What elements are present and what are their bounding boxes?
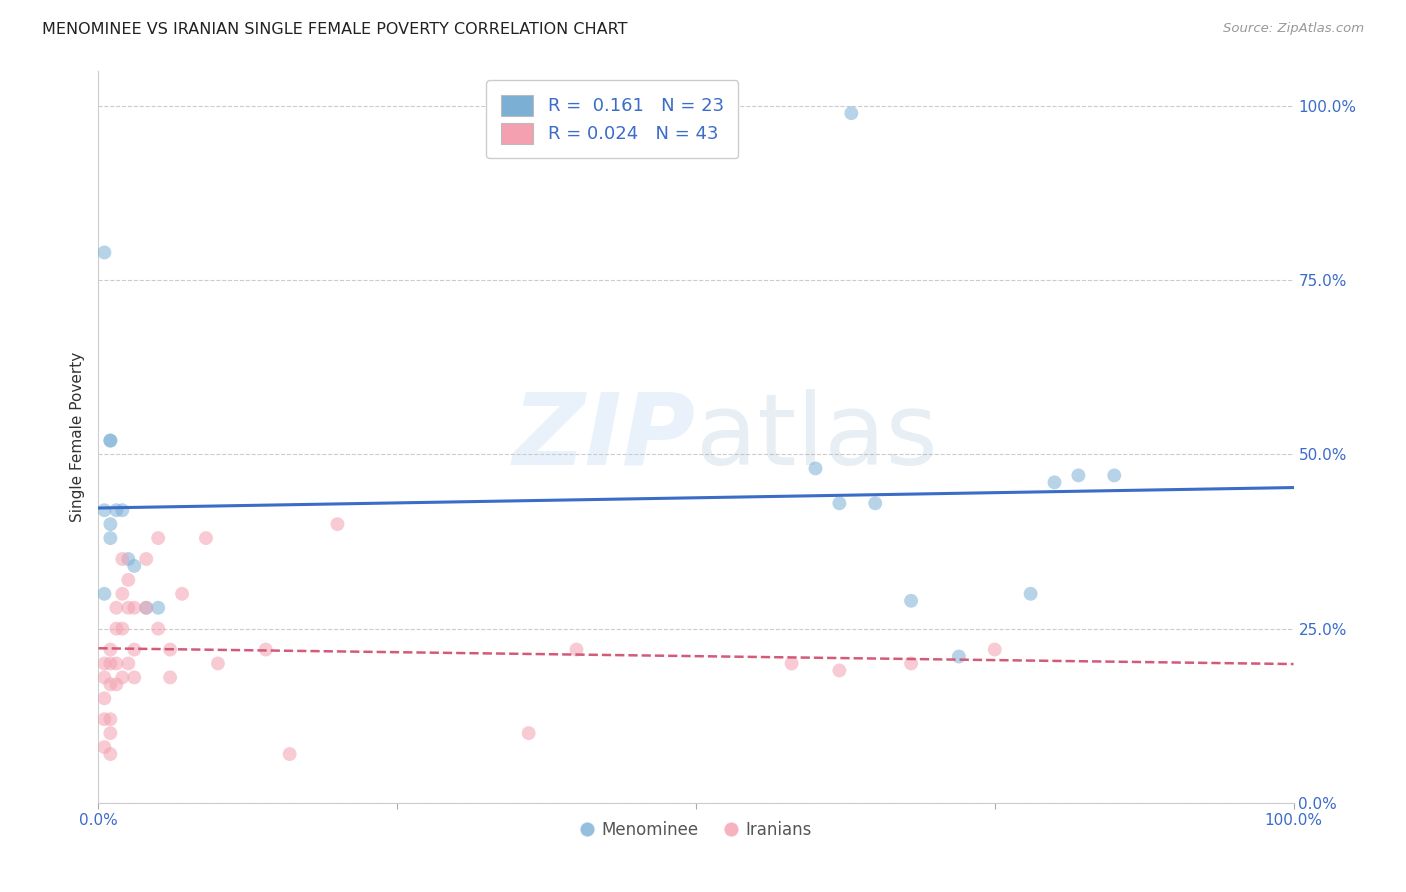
Point: [98, 726, 122, 740]
Point: [93, 712, 115, 726]
Point: [93, 503, 115, 517]
Point: [195, 531, 218, 545]
Point: [124, 670, 146, 684]
Point: [148, 531, 170, 545]
Point: [828, 496, 851, 510]
Point: [254, 642, 277, 657]
Point: [117, 657, 139, 671]
Point: [900, 657, 922, 671]
Point: [865, 496, 887, 510]
Point: [98, 657, 122, 671]
Point: [1067, 468, 1090, 483]
Text: ZIP: ZIP: [513, 389, 696, 485]
Text: MENOMINEE VS IRANIAN SINGLE FEMALE POVERTY CORRELATION CHART: MENOMINEE VS IRANIAN SINGLE FEMALE POVER…: [42, 22, 627, 37]
Point: [111, 503, 134, 517]
Point: [124, 558, 146, 573]
Point: [828, 664, 851, 678]
Point: [98, 531, 122, 545]
Point: [93, 691, 115, 706]
Point: [105, 503, 128, 517]
Point: [93, 587, 115, 601]
Point: [98, 517, 122, 532]
Y-axis label: Single Female Poverty: Single Female Poverty: [69, 352, 84, 522]
Point: [135, 600, 157, 615]
Point: [111, 552, 134, 566]
Text: Source: ZipAtlas.com: Source: ZipAtlas.com: [1223, 22, 1364, 36]
Legend: Menominee, Iranians: Menominee, Iranians: [574, 814, 818, 846]
Point: [172, 587, 194, 601]
Point: [984, 642, 1007, 657]
Point: [105, 657, 128, 671]
Point: [117, 552, 139, 566]
Point: [135, 552, 157, 566]
Point: [278, 747, 301, 761]
Point: [135, 600, 157, 615]
Point: [948, 649, 970, 664]
Point: [841, 106, 863, 120]
Point: [98, 434, 122, 448]
Point: [98, 712, 122, 726]
Point: [900, 594, 922, 608]
Point: [98, 434, 122, 448]
Point: [780, 657, 803, 671]
Point: [124, 600, 146, 615]
Point: [111, 587, 134, 601]
Point: [93, 740, 115, 755]
Point: [804, 461, 827, 475]
Point: [565, 642, 588, 657]
Point: [148, 622, 170, 636]
Point: [105, 600, 128, 615]
Point: [117, 600, 139, 615]
Point: [98, 642, 122, 657]
Point: [111, 670, 134, 684]
Point: [326, 517, 349, 532]
Point: [98, 677, 122, 691]
Point: [517, 726, 540, 740]
Point: [111, 622, 134, 636]
Point: [159, 670, 181, 684]
Text: atlas: atlas: [696, 389, 938, 485]
Point: [93, 657, 115, 671]
Point: [105, 677, 128, 691]
Point: [1019, 587, 1042, 601]
Point: [93, 245, 115, 260]
Point: [98, 747, 122, 761]
Point: [1043, 475, 1066, 490]
Point: [105, 622, 128, 636]
Point: [93, 670, 115, 684]
Point: [148, 600, 170, 615]
Point: [1104, 468, 1126, 483]
Point: [207, 657, 229, 671]
Point: [159, 642, 181, 657]
Point: [117, 573, 139, 587]
Point: [124, 642, 146, 657]
